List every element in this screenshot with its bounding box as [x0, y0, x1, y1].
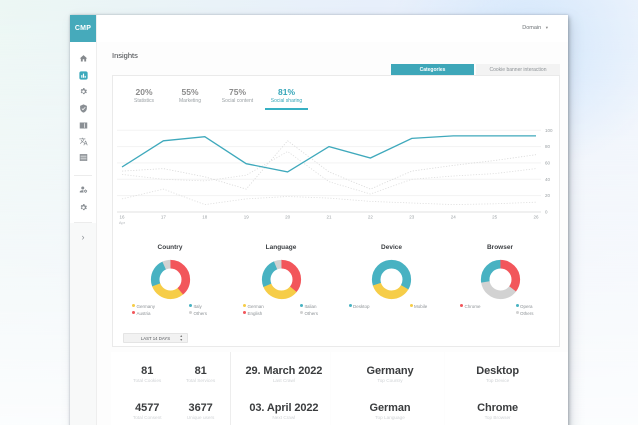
svg-text:25: 25: [492, 215, 498, 220]
svg-text:18: 18: [202, 215, 208, 220]
svg-text:23: 23: [409, 215, 415, 220]
svg-text:20: 20: [285, 215, 291, 220]
svg-text:40: 40: [545, 177, 551, 182]
svg-text:80: 80: [545, 144, 551, 149]
svg-text:16: 16: [119, 215, 125, 220]
svg-text:17: 17: [161, 215, 167, 220]
svg-text:24: 24: [451, 215, 457, 220]
svg-text:0: 0: [545, 210, 548, 215]
svg-text:19: 19: [244, 215, 250, 220]
svg-text:Apr: Apr: [119, 220, 126, 225]
svg-text:21: 21: [326, 215, 332, 220]
svg-text:20: 20: [545, 193, 551, 198]
svg-text:22: 22: [368, 215, 374, 220]
svg-text:100: 100: [545, 128, 553, 133]
svg-text:60: 60: [545, 161, 551, 166]
svg-text:26: 26: [533, 215, 539, 220]
